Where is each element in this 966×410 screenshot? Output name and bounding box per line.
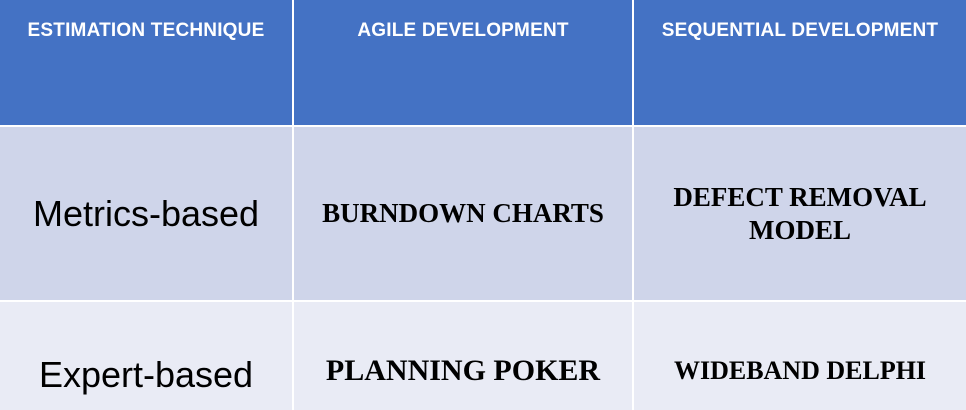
table-row-1-agile: BURNDOWN CHARTS [292,125,632,300]
header-sequential-development: SEQUENTIAL DEVELOPMENT [632,0,966,125]
table-row-2-sequential: WIDEBAND DELPHI [632,300,966,410]
row-label: Metrics-based [32,192,260,234]
cell-value-line: MODEL [748,214,851,245]
table-row-2-technique: Expert-based [0,300,292,410]
table-row-2-agile: PLANNING POKER [292,300,632,410]
header-estimation-technique: ESTIMATION TECHNIQUE [0,0,292,125]
header-label: ESTIMATION TECHNIQUE [27,20,265,41]
table-row-1-technique: Metrics-based [0,125,292,300]
cell-value: PLANNING POKER [325,354,601,387]
row-label: Expert-based [38,354,254,395]
header-label: SEQUENTIAL DEVELOPMENT [661,20,939,41]
header-agile-development: AGILE DEVELOPMENT [292,0,632,125]
cell-value: BURNDOWN CHARTS [322,198,604,229]
cell-value: WIDEBAND DELPHI [673,356,927,386]
cell-value: DEFECT REMOVAL MODEL [673,181,926,246]
header-label: AGILE DEVELOPMENT [357,20,569,41]
cell-value-line: DEFECT REMOVAL [673,182,927,213]
table-row-1-sequential: DEFECT REMOVAL MODEL [632,125,966,300]
